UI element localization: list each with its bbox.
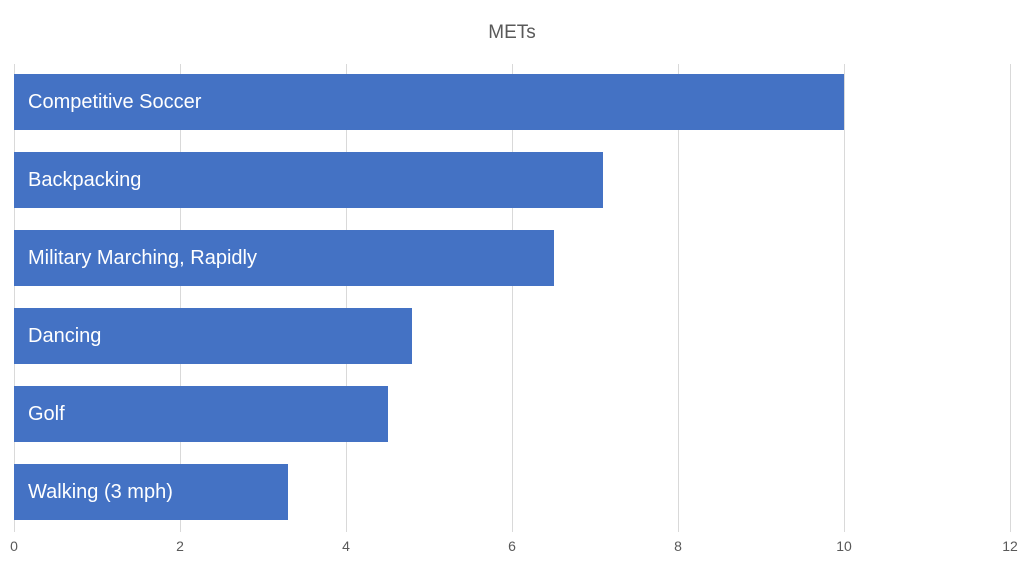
x-tick-label: 4 bbox=[342, 538, 350, 554]
bar-label: Competitive Soccer bbox=[28, 74, 201, 130]
x-gridline bbox=[844, 64, 845, 532]
bar-label: Walking (3 mph) bbox=[28, 464, 173, 520]
x-tick-label: 8 bbox=[674, 538, 682, 554]
plot-area: 024681012Competitive SoccerBackpackingMi… bbox=[14, 64, 1010, 532]
x-gridline bbox=[1010, 64, 1011, 532]
x-tick-label: 2 bbox=[176, 538, 184, 554]
x-gridline bbox=[14, 64, 15, 532]
bar-label: Golf bbox=[28, 386, 65, 442]
x-gridline bbox=[346, 64, 347, 532]
mets-chart: METs 0 2 4 6 8 10 12 Competitive Soccer Backpack… bbox=[0, 0, 1024, 574]
x-gridline bbox=[678, 64, 679, 532]
bar-label: Backpacking bbox=[28, 152, 141, 208]
bar-label: Dancing bbox=[28, 308, 101, 364]
bar bbox=[14, 386, 388, 442]
x-gridline bbox=[512, 64, 513, 532]
x-tick-label: 10 bbox=[836, 538, 852, 554]
x-tick-label: 6 bbox=[508, 538, 516, 554]
x-tick-label: 0 bbox=[10, 538, 18, 554]
x-gridline bbox=[180, 64, 181, 532]
x-tick-label: 12 bbox=[1002, 538, 1018, 554]
bar-label: Military Marching, Rapidly bbox=[28, 230, 257, 286]
chart-title: METs bbox=[0, 22, 1024, 44]
